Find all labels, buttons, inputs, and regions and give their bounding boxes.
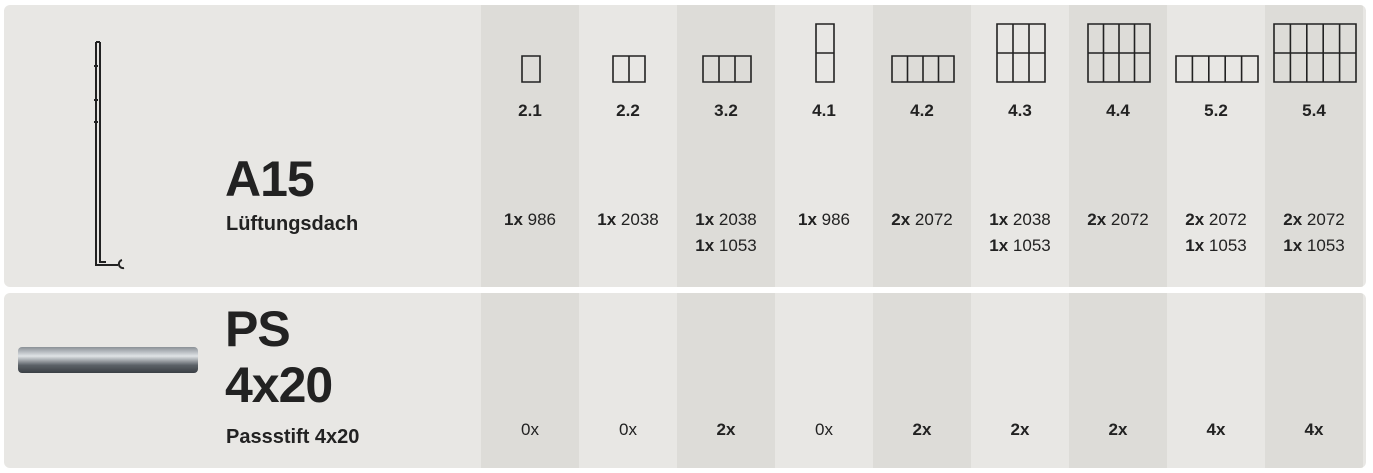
pin-image (18, 347, 198, 373)
cell: 0x (481, 417, 579, 443)
window-icon (521, 55, 541, 83)
length: 986 (821, 210, 851, 229)
product-row: A15 Lüftungsdach 1x 986 2.1 1x 2038 2.2 1x 2… (4, 5, 1366, 287)
cell: 1x 986 (775, 207, 873, 233)
column-label: 4.2 (910, 101, 934, 120)
quantity: 1x (989, 210, 1009, 229)
window-icon (702, 55, 752, 83)
cell: 1x 986 (481, 207, 579, 233)
cell: 2x (873, 417, 971, 443)
cell: 2x 2072 (1167, 207, 1265, 233)
column (1265, 5, 1363, 287)
cell: 1x 1053 (971, 233, 1069, 259)
cell: 1x 2038 (971, 207, 1069, 233)
column-label: 3.2 (714, 101, 738, 120)
length: 2038 (620, 210, 659, 229)
quantity: 1x (1283, 236, 1303, 255)
column (873, 5, 971, 287)
window-icon (1175, 55, 1259, 83)
length: 1053 (1208, 236, 1247, 255)
quantity: 2x (1185, 210, 1205, 229)
cell: 1x 2038 (579, 207, 677, 233)
quantity: 0x (815, 420, 833, 439)
column (1265, 293, 1363, 468)
quantity: 2x (1283, 210, 1303, 229)
quantity: 0x (521, 420, 539, 439)
length: 2038 (1012, 210, 1051, 229)
column-label: 2.1 (518, 101, 542, 120)
quantity: 0x (619, 420, 637, 439)
product-code: PS (225, 301, 291, 357)
cell: 4x (1167, 417, 1265, 443)
cell: 1x 1053 (677, 233, 775, 259)
column (873, 293, 971, 468)
window-icon (1273, 23, 1357, 83)
length: 1053 (1306, 236, 1345, 255)
cell: 1x 1053 (1265, 233, 1363, 259)
quantity: 4x (1304, 420, 1324, 439)
column-label: 4.1 (812, 101, 836, 120)
window-icon (1087, 23, 1151, 83)
window-icon (815, 23, 835, 83)
column (579, 5, 677, 287)
window-icon (891, 55, 955, 83)
quantity: 2x (1087, 210, 1107, 229)
column (677, 5, 775, 287)
length: 2072 (914, 210, 953, 229)
quantity: 2x (716, 420, 736, 439)
length: 2072 (1306, 210, 1345, 229)
column-label: 5.2 (1204, 101, 1228, 120)
quantity: 2x (1010, 420, 1030, 439)
length: 2038 (718, 210, 757, 229)
cell: 2x 2072 (873, 207, 971, 233)
quantity: 2x (1108, 420, 1128, 439)
column-label: 4.3 (1008, 101, 1032, 120)
product-code: A15 (225, 151, 315, 207)
quantity: 1x (597, 210, 617, 229)
cell: 2x 2072 (1069, 207, 1167, 233)
cell: 0x (579, 417, 677, 443)
cell: 2x 2072 (1265, 207, 1363, 233)
cell: 1x 1053 (1167, 233, 1265, 259)
product-row: PS 4x20 Passstift 4x20 0x 0x 2x 0x 2x 2x 2x 4x 4… (4, 293, 1366, 468)
column (481, 293, 579, 468)
length: 1053 (1012, 236, 1051, 255)
quantity: 1x (503, 210, 523, 229)
cell: 2x (1069, 417, 1167, 443)
window-icon (996, 23, 1046, 83)
cell: 0x (775, 417, 873, 443)
cell: 4x (1265, 417, 1363, 443)
product-name: Lüftungsdach (226, 213, 359, 235)
cell: 1x 2038 (677, 207, 775, 233)
column-label: 4.4 (1106, 101, 1130, 120)
column-label: 2.2 (616, 101, 640, 120)
quantity: 1x (989, 236, 1009, 255)
quantity: 2x (912, 420, 932, 439)
cell: 2x (677, 417, 775, 443)
column (1069, 293, 1167, 468)
quantity: 4x (1206, 420, 1226, 439)
product-name: Passstift 4x20 (226, 426, 360, 448)
column (677, 293, 775, 468)
quantity: 1x (797, 210, 817, 229)
cell: 2x (971, 417, 1069, 443)
profile-drawing (94, 41, 125, 270)
length: 2072 (1110, 210, 1149, 229)
quantity: 1x (695, 210, 715, 229)
quantity: 2x (891, 210, 911, 229)
column-label: 5.4 (1302, 101, 1326, 120)
length: 986 (527, 210, 557, 229)
column (481, 5, 579, 287)
window-icon (612, 55, 646, 83)
length: 2072 (1208, 210, 1247, 229)
quantity: 1x (695, 236, 715, 255)
product-code: 4x20 (225, 357, 333, 413)
quantity: 1x (1185, 236, 1205, 255)
length: 1053 (718, 236, 757, 255)
